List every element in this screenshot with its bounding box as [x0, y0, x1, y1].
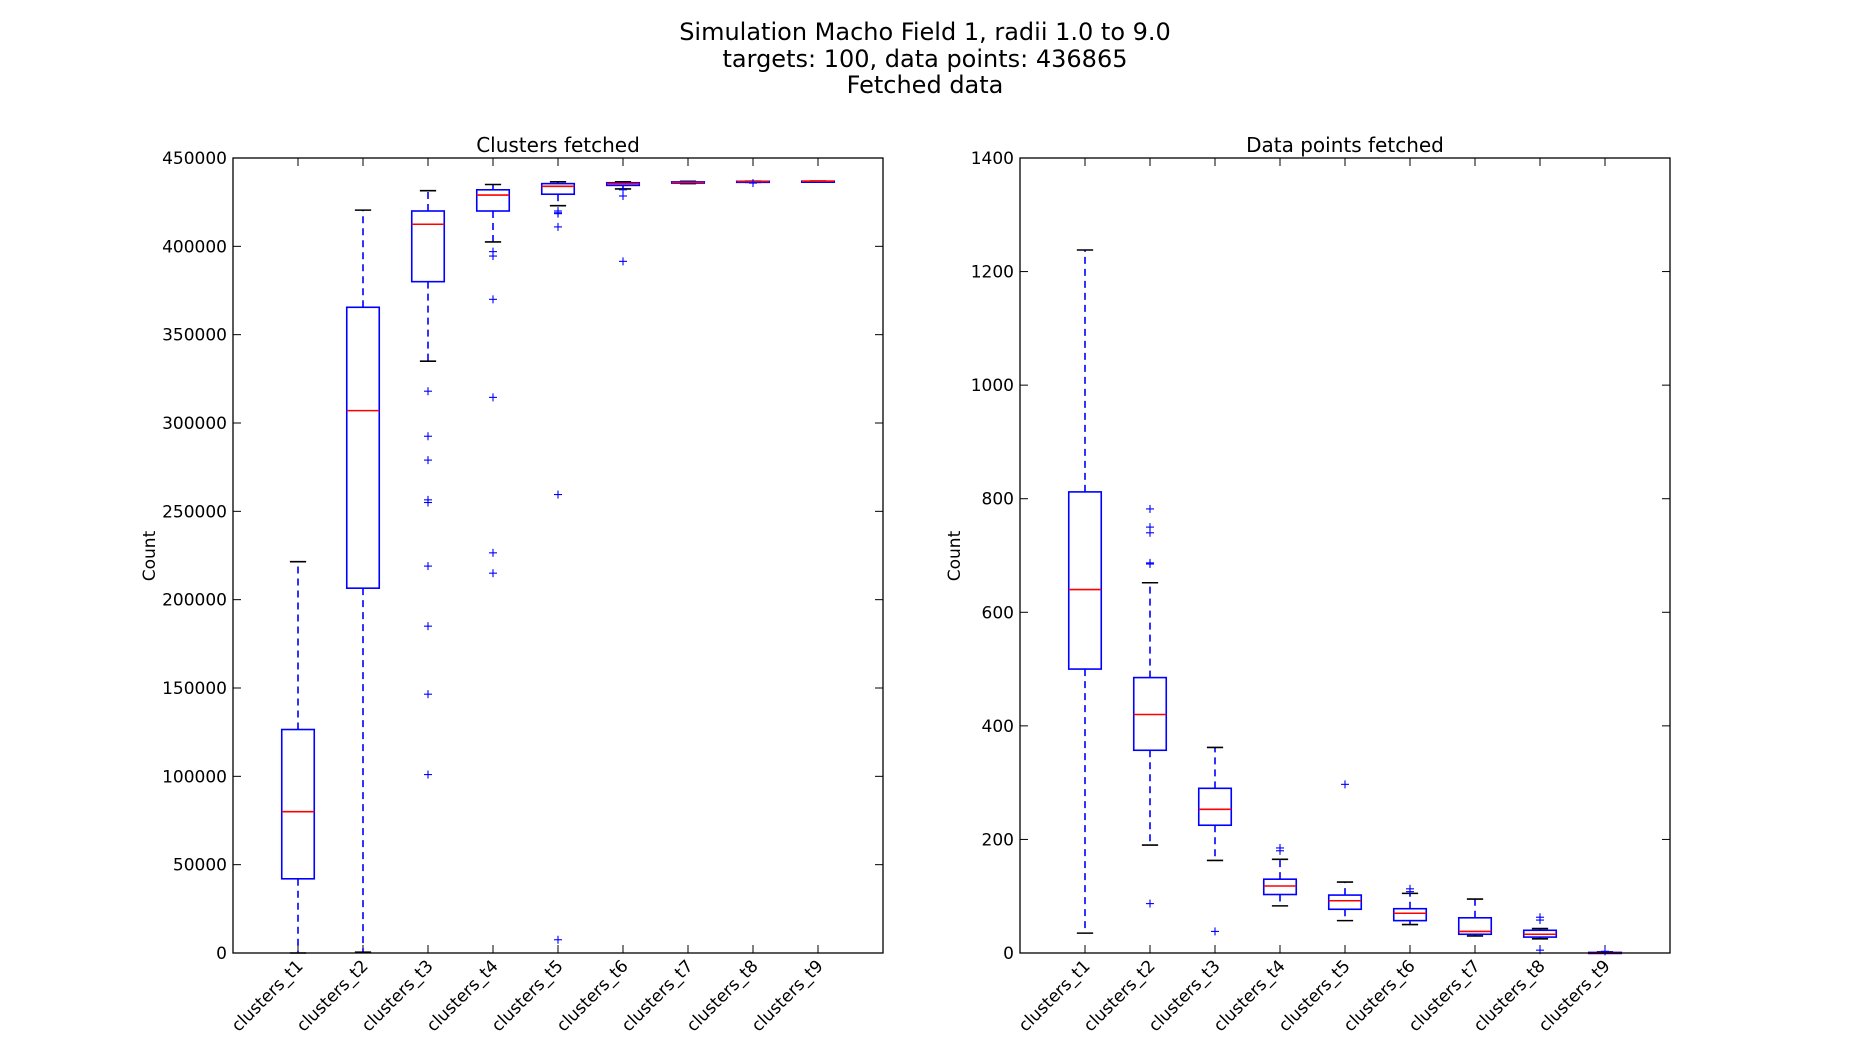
clusters-box — [475, 189, 511, 212]
datapoints-chart-marks: 0200400600800100012001400clusters_t1clus… — [971, 149, 1670, 1036]
clusters-box — [410, 210, 446, 283]
datapoints-box — [1457, 916, 1493, 936]
datapoints-ytick-label: 200 — [982, 830, 1014, 850]
datapoints-ytick-label: 1400 — [971, 149, 1014, 169]
clusters-ytick-label: 350000 — [162, 326, 227, 346]
datapoints-flier — [1211, 927, 1219, 936]
clusters-ytick-label: 0 — [216, 944, 227, 964]
clusters-flier — [554, 209, 562, 218]
clusters-chart-title: Clusters fetched — [476, 133, 640, 157]
clusters-ytick-label: 150000 — [162, 679, 227, 699]
clusters-flier — [489, 295, 497, 304]
datapoints-ytick-label: 1200 — [971, 263, 1014, 283]
clusters-ytick-label: 200000 — [162, 591, 227, 611]
data-points-fetched-chart: Data points fetched Count 0 200 400 600 800 1… — [945, 133, 1671, 1036]
figure-title-line-2: targets: 100, data points: 436865 — [723, 45, 1128, 73]
clusters-flier — [554, 222, 562, 231]
clusters-flier — [619, 257, 627, 266]
datapoints-chart-title: Data points fetched — [1246, 133, 1444, 157]
clusters-ytick-label: 300000 — [162, 414, 227, 434]
datapoints-ytick-label: 0 — [1003, 944, 1014, 964]
datapoints-flier — [1146, 528, 1154, 537]
clusters-flier — [489, 548, 497, 557]
datapoints-flier — [1146, 560, 1154, 569]
clusters-ytick-label: 400000 — [162, 237, 227, 257]
clusters-flier — [749, 179, 757, 188]
clusters-flier — [489, 252, 497, 261]
datapoints-flier — [1536, 916, 1544, 925]
clusters-box — [345, 306, 381, 589]
datapoints-box — [1067, 491, 1103, 670]
datapoints-flier — [1146, 504, 1154, 513]
clusters-flier — [424, 432, 432, 441]
datapoints-ytick-label: 600 — [982, 603, 1014, 623]
figure-title-line-1: Simulation Macho Field 1, radii 1.0 to 9… — [679, 18, 1171, 46]
clusters-ytick-label: 450000 — [162, 149, 227, 169]
clusters-flier — [424, 562, 432, 571]
datapoints-ytick-label: 1000 — [971, 376, 1014, 396]
clusters-chart-ylabel: Count — [140, 530, 160, 581]
clusters-fetched-chart: Clusters fetched Count 0 50000 100000 15000… — [140, 133, 884, 1036]
clusters-ytick-label: 250000 — [162, 502, 227, 522]
figure-title-line-3: Fetched data — [847, 71, 1004, 99]
datapoints-flier — [1146, 899, 1154, 908]
datapoints-box — [1262, 878, 1298, 896]
datapoints-ytick-label: 800 — [982, 490, 1014, 510]
datapoints-box — [1392, 907, 1428, 922]
datapoints-flier — [1276, 846, 1284, 855]
clusters-flier — [554, 490, 562, 499]
datapoints-ytick-label: 400 — [982, 717, 1014, 737]
clusters-flier — [619, 191, 627, 200]
clusters-flier — [489, 393, 497, 402]
datapoints-box — [1197, 787, 1233, 827]
datapoints-box — [1327, 894, 1363, 911]
clusters-flier — [424, 770, 432, 779]
datapoints-chart-frame — [1019, 157, 1671, 954]
clusters-flier — [554, 935, 562, 944]
datapoints-flier — [1341, 780, 1349, 789]
datapoints-chart-ylabel: Count — [945, 530, 965, 581]
clusters-flier — [424, 498, 432, 507]
clusters-ytick-label: 100000 — [162, 767, 227, 787]
clusters-ytick-label: 50000 — [173, 856, 227, 876]
clusters-chart-marks: 0 50000 100000 150000 200000 250000 300000 3500… — [162, 149, 883, 1036]
datapoints-flier — [1406, 887, 1414, 896]
figure-title: Simulation Macho Field 1, radii 1.0 to 9… — [679, 18, 1171, 99]
clusters-box — [280, 728, 316, 880]
datapoints-flier — [1601, 947, 1609, 956]
clusters-flier — [424, 456, 432, 465]
clusters-flier — [489, 569, 497, 578]
clusters-flier — [424, 387, 432, 396]
clusters-flier — [424, 690, 432, 699]
clusters-flier — [424, 622, 432, 631]
clusters-chart-frame — [232, 157, 884, 954]
clusters-box — [540, 182, 576, 196]
